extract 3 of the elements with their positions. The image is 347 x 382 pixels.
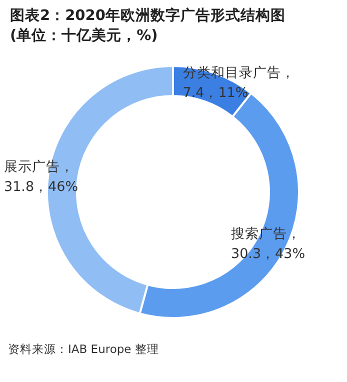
text: 资料来源：IAB Europe 整理 [8, 342, 159, 357]
chart-title: 图表2：2020年欧洲数字广告形式结构图 [10, 6, 286, 25]
chart-subtitle: (单位：十亿美元，%) [10, 26, 158, 45]
